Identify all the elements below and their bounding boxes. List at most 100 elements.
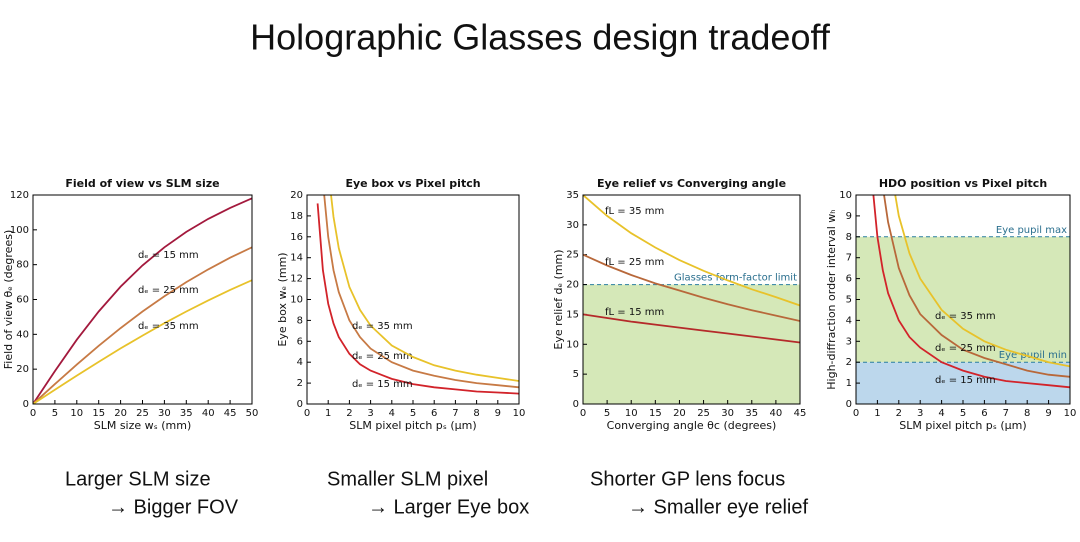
series-line: [583, 253, 800, 322]
y-tick-label: 30: [566, 220, 579, 231]
series-line: [316, 203, 519, 395]
series-label: fL = 35 mm: [605, 206, 664, 217]
x-tick-label: 0: [304, 408, 310, 419]
x-tick-label: 8: [1024, 408, 1030, 419]
y-tick-label: 15: [566, 309, 579, 320]
y-tick-label: 20: [16, 364, 29, 375]
x-tick-label: 50: [246, 408, 259, 419]
x-tick-label: 40: [202, 408, 215, 419]
caption: → Smaller eye relief: [628, 496, 809, 518]
x-tick-label: 1: [325, 408, 331, 419]
x-axis-label: SLM pixel pitch pₛ (μm): [899, 419, 1026, 432]
y-tick-label: 100: [10, 225, 29, 236]
y-tick-label: 8: [297, 315, 303, 326]
y-tick-label: 0: [846, 399, 852, 410]
y-tick-label: 60: [16, 295, 29, 306]
series-line: [872, 195, 1070, 389]
chart-title: Field of view vs SLM size: [65, 177, 219, 190]
chart: Field of view vs SLM size 0 5 10 15 20 25 30 35 4…: [2, 177, 258, 432]
series-line: [894, 195, 1070, 368]
x-tick-label: 1: [874, 408, 880, 419]
x-tick-label: 45: [794, 408, 807, 419]
y-axis-label: Field of view θₑ (degrees): [2, 230, 15, 370]
x-axis-label: Converging angle θc (degrees): [607, 419, 777, 432]
region: [583, 284, 800, 404]
y-tick-label: 10: [566, 339, 579, 350]
x-tick-label: 2: [896, 408, 902, 419]
series-line: [583, 313, 800, 344]
x-tick-label: 15: [649, 408, 662, 419]
x-tick-label: 10: [70, 408, 83, 419]
x-tick-label: 10: [1064, 408, 1077, 419]
x-tick-label: 0: [580, 408, 586, 419]
series-label: dₑ = 25 mm: [138, 285, 199, 296]
series-line: [883, 195, 1070, 378]
y-tick-label: 0: [573, 399, 579, 410]
y-tick-label: 7: [846, 253, 852, 264]
x-tick-label: 9: [495, 408, 501, 419]
y-tick-label: 4: [297, 357, 303, 368]
series-label: dₑ = 35 mm: [138, 321, 199, 332]
x-tick-label: 9: [1045, 408, 1051, 419]
series-line: [33, 246, 252, 404]
series-label: dₑ = 15 mm: [138, 250, 199, 261]
caption: Larger SLM size: [65, 468, 211, 490]
x-tick-label: 4: [389, 408, 395, 419]
series-label: fL = 15 mm: [605, 307, 664, 318]
chart-title: HDO position vs Pixel pitch: [879, 177, 1047, 190]
reference-label: Eye pupil min: [999, 350, 1067, 361]
x-tick-label: 2: [346, 408, 352, 419]
y-tick-label: 120: [10, 190, 29, 201]
plot-frame: [32, 194, 253, 405]
series-label: dₑ = 35 mm: [935, 311, 996, 322]
chart-title: Eye relief vs Converging angle: [597, 177, 786, 190]
y-tick-label: 5: [846, 295, 852, 306]
y-tick-label: 0: [297, 399, 303, 410]
x-tick-label: 7: [1003, 408, 1009, 419]
plot-frame: [582, 194, 801, 405]
y-tick-label: 16: [290, 232, 303, 243]
x-tick-label: 20: [114, 408, 127, 419]
chart-title: Eye box vs Pixel pitch: [345, 177, 480, 190]
slide-title: Holographic Glasses design tradeoff: [250, 17, 831, 58]
y-tick-label: 8: [846, 232, 852, 243]
y-tick-label: 9: [846, 211, 852, 222]
series-label: dₑ = 35 mm: [352, 321, 413, 332]
y-tick-label: 10: [290, 295, 303, 306]
y-tick-label: 4: [846, 315, 852, 326]
x-tick-label: 0: [30, 408, 36, 419]
x-tick-label: 6: [431, 408, 437, 419]
y-tick-label: 2: [297, 378, 303, 389]
x-tick-label: 5: [604, 408, 610, 419]
plot-frame: [306, 194, 520, 405]
x-tick-label: 25: [136, 408, 149, 419]
y-tick-label: 2: [846, 357, 852, 368]
caption: → Larger Eye box: [368, 496, 529, 518]
chart: Eye relief vs Converging angle Glasses fo…: [552, 177, 806, 432]
x-tick-label: 3: [917, 408, 923, 419]
reference-label: Eye pupil max: [996, 225, 1067, 236]
y-tick-label: 0: [23, 399, 29, 410]
series-label: dₑ = 15 mm: [935, 375, 996, 386]
x-tick-label: 25: [697, 408, 710, 419]
x-tick-label: 0: [853, 408, 859, 419]
y-axis-label: Eye box wₑ (mm): [276, 252, 289, 346]
series-line: [33, 197, 252, 404]
reference-label: Glasses form-factor limit: [674, 273, 797, 284]
caption: Shorter GP lens focus: [590, 468, 785, 490]
caption: → Bigger FOV: [108, 496, 239, 518]
x-tick-label: 3: [367, 408, 373, 419]
y-axis-label: High-diffraction order interval wₕ: [825, 209, 838, 389]
series-line: [323, 195, 519, 389]
x-tick-label: 10: [513, 408, 526, 419]
y-axis-label: Eye relief dₑ (mm): [552, 249, 565, 349]
series-line: [330, 195, 519, 382]
y-tick-label: 25: [566, 250, 579, 261]
y-tick-label: 10: [839, 190, 852, 201]
y-tick-label: 20: [290, 190, 303, 201]
series-label: dₑ = 25 mm: [352, 351, 413, 362]
x-axis-label: SLM pixel pitch pₛ (μm): [349, 419, 476, 432]
x-tick-label: 7: [452, 408, 458, 419]
y-tick-label: 1: [846, 378, 852, 389]
